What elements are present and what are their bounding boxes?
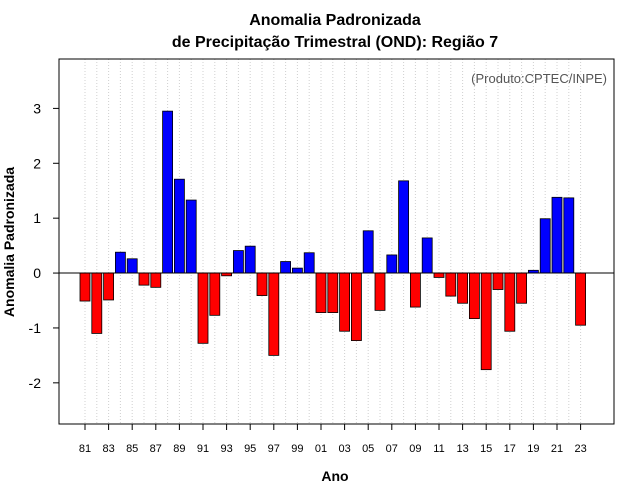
bar [480, 272, 492, 371]
bar [268, 272, 280, 356]
bar [492, 272, 504, 290]
plot-frame [58, 58, 615, 425]
x-tick-label: 99 [291, 443, 303, 455]
bar [457, 272, 469, 304]
x-tick-label: 19 [527, 443, 539, 455]
bar [291, 267, 303, 274]
bar [539, 218, 551, 274]
x-axis-title: Ano [321, 468, 348, 484]
x-tick-label: 89 [173, 443, 185, 455]
chart-title-line1: Anomalia Padronizada [249, 12, 421, 29]
bar [374, 272, 386, 311]
bar [256, 272, 268, 296]
chart-title-line2: de Precipitação Trimestral (OND): Região… [172, 34, 498, 51]
bar [79, 272, 91, 302]
x-tick-label: 23 [574, 443, 586, 455]
bar [103, 272, 114, 301]
bars [79, 110, 586, 371]
bar [350, 272, 362, 341]
y-tick-label: 3 [33, 100, 41, 116]
x-tick-label: 87 [150, 443, 162, 455]
bar [173, 178, 185, 274]
bar [339, 272, 351, 332]
x-tick-label: 85 [126, 443, 138, 455]
bar [197, 272, 209, 344]
x-tick-label: 01 [315, 443, 327, 455]
bar [362, 230, 374, 274]
bar [551, 196, 563, 274]
bar [409, 272, 421, 308]
bar [280, 261, 292, 274]
bar [126, 258, 138, 274]
bar [386, 254, 398, 274]
x-tick-label: 91 [197, 443, 209, 455]
x-tick-label: 17 [504, 443, 516, 455]
bar [162, 110, 174, 274]
bar [115, 251, 126, 274]
y-axis-title: Anomalia Padronizada [1, 167, 17, 317]
bar [445, 272, 457, 297]
bar [421, 237, 433, 274]
x-tick-label: 07 [386, 443, 398, 455]
x-tick-label: 09 [409, 443, 421, 455]
bar [303, 252, 315, 274]
bar [563, 197, 575, 274]
bar [209, 272, 221, 316]
bar [398, 180, 410, 274]
bar [150, 272, 162, 288]
bar [244, 245, 256, 274]
x-tick-label: 03 [338, 443, 350, 455]
x-tick-label: 93 [220, 443, 232, 455]
grid-lines [84, 59, 582, 424]
bar [468, 272, 480, 320]
x-tick-label: 83 [102, 443, 114, 455]
x-tick-label: 97 [268, 443, 280, 455]
y-tick-label: 2 [33, 155, 41, 171]
bar [504, 272, 516, 332]
bar [575, 272, 586, 326]
x-tick-label: 95 [244, 443, 256, 455]
bar [91, 272, 103, 334]
x-tick-label: 11 [433, 443, 444, 455]
y-tick-label: -2 [29, 375, 42, 391]
y-axis: -2 -1 0 1 2 3 [29, 100, 59, 391]
x-tick-label: 05 [362, 443, 374, 455]
x-tick-label: 15 [480, 443, 492, 455]
bar [185, 199, 197, 274]
bar [327, 272, 339, 313]
bar [516, 272, 527, 304]
y-tick-label: 0 [33, 265, 41, 281]
x-tick-label: 21 [551, 443, 563, 455]
bar [315, 272, 327, 313]
x-axis: 81 83 85 87 89 91 93 95 97 99 01 03 05 07 09 11 13 15 17 19… [79, 424, 587, 455]
bar [433, 272, 445, 278]
x-tick-label: 13 [456, 443, 468, 455]
x-tick-label: 81 [79, 443, 91, 455]
y-tick-label: -1 [29, 320, 42, 336]
y-tick-label: 1 [33, 210, 41, 226]
bar [138, 272, 150, 286]
chart-annotation: (Produto:CPTEC/INPE) [471, 71, 607, 86]
bar [232, 250, 244, 274]
